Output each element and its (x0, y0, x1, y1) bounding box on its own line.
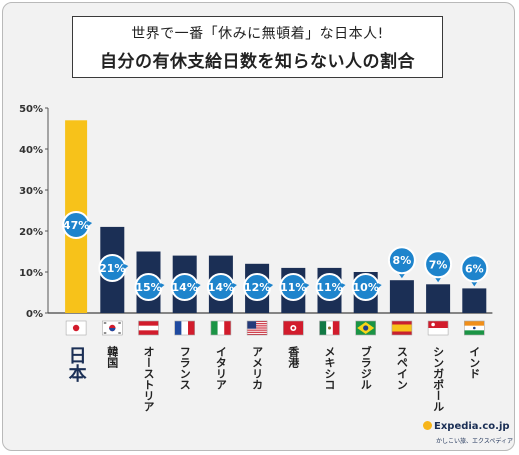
data-label-bubble: 11% (279, 273, 310, 301)
title-box: 世界で一番「休みに無頓着」な日本人! 自分の有休支給日数を知らない人の割合 (72, 16, 443, 78)
expedia-logo: Expedia.co.jp かしこい旅、エクスペディア (423, 421, 513, 449)
data-label-bubble: 6% (460, 254, 489, 287)
spain-flag-icon (391, 320, 413, 336)
y-tick-label: 0% (26, 309, 43, 320)
category-label: シンガポール (432, 346, 445, 412)
data-label-bubble: 21% (98, 254, 129, 282)
category-label: オーストリア (142, 346, 155, 412)
data-label: 8% (393, 254, 412, 267)
category-label: スペイン (395, 346, 408, 390)
title-line-1: 世界で一番「休みに無頓着」な日本人! (131, 26, 384, 42)
data-label-bubble: 8% (387, 246, 416, 279)
category-label: イタリア (214, 346, 227, 390)
data-label-bubble: 14% (206, 273, 237, 301)
data-label-bubble: 14% (170, 273, 201, 301)
data-label: 21% (99, 262, 125, 275)
logo-text: Expedia.co.jp (434, 421, 510, 432)
italy-flag-icon (210, 320, 232, 336)
y-tick-label: 10% (19, 268, 43, 279)
hong-kong-flag-icon (282, 320, 304, 336)
data-label: 11% (316, 281, 342, 294)
singapore-flag-icon (427, 320, 449, 336)
category-label: メキシコ (323, 346, 336, 390)
brazil-flag-icon (355, 320, 377, 336)
data-label: 14% (208, 281, 234, 294)
category-label: アメリカ (251, 346, 264, 390)
bar (426, 284, 451, 313)
data-label: 47% (63, 219, 89, 232)
usa-flag-icon (246, 320, 268, 336)
y-tick-label: 30% (19, 186, 43, 197)
france-flag-icon (174, 320, 195, 336)
category-label: 日本 (66, 346, 87, 383)
category-label: ブラジル (359, 345, 372, 390)
bar (462, 288, 487, 313)
y-tick-label: 20% (19, 227, 43, 238)
japan-flag-icon (65, 320, 87, 336)
data-label-bubble: 7% (424, 250, 453, 283)
south-korea-flag-icon (102, 320, 123, 336)
title-line-2: 自分の有休支給日数を知らない人の割合 (100, 52, 415, 72)
data-label: 10% (353, 281, 379, 294)
data-label: 14% (172, 281, 198, 294)
data-label: 11% (280, 281, 306, 294)
austria-flag-icon (138, 320, 159, 336)
data-label-bubble: 47% (62, 211, 93, 239)
data-label: 15% (135, 281, 161, 294)
bar (389, 280, 414, 313)
data-label-bubble: 11% (315, 273, 346, 301)
data-label: 12% (244, 281, 270, 294)
data-label: 7% (429, 258, 448, 271)
y-tick-label: 50% (19, 104, 43, 115)
data-label-bubble: 15% (134, 273, 165, 301)
data-label: 6% (465, 262, 484, 275)
category-label: インド (468, 346, 481, 379)
mexico-flag-icon (319, 320, 340, 336)
data-label-bubble: 12% (243, 273, 274, 301)
globe-icon (423, 421, 432, 430)
y-tick-label: 40% (19, 145, 43, 156)
category-label: 香港 (287, 345, 301, 369)
data-label-bubble: 10% (351, 273, 382, 301)
india-flag-icon (463, 320, 485, 336)
category-label: フランス (178, 346, 191, 390)
category-label: 韓国 (106, 345, 119, 369)
logo-tagline: かしこい旅、エクスペディア (436, 438, 513, 445)
